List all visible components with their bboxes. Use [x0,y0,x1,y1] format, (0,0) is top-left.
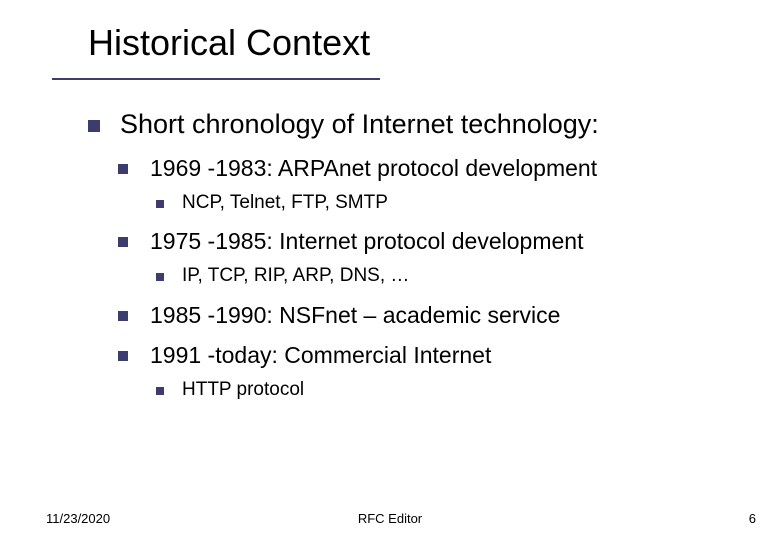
bullet-l2: 1969 -1983: ARPAnet protocol development [118,154,740,183]
square-bullet-icon [88,120,100,132]
l2-text: 1991 -today: Commercial Internet [150,342,491,368]
bullet-l2: 1985 -1990: NSFnet – academic service [118,301,740,330]
footer: 11/23/2020 RFC Editor 6 [0,506,780,526]
bullet-l2: 1991 -today: Commercial Internet [118,341,740,370]
square-bullet-icon [118,237,128,247]
l3-text: IP, TCP, RIP, ARP, DNS, … [182,265,409,286]
bullet-l2: 1975 -1985: Internet protocol developmen… [118,227,740,256]
square-bullet-icon [156,200,164,208]
footer-center: RFC Editor [0,511,780,526]
l2-text: 1985 -1990: NSFnet – academic service [150,302,560,328]
bullet-l3: IP, TCP, RIP, ARP, DNS, … [156,264,740,289]
title-area: Historical Context [88,22,380,80]
square-bullet-icon [118,311,128,321]
l3-text: HTTP protocol [182,379,304,400]
square-bullet-icon [118,164,128,174]
footer-center-text: RFC Editor [358,511,422,526]
l2-text: 1969 -1983: ARPAnet protocol development [150,155,597,181]
bullet-l1: Short chronology of Internet technology: [88,108,740,142]
square-bullet-icon [118,351,128,361]
bullet-l3: NCP, Telnet, FTP, SMTP [156,191,740,216]
bullet-l3: HTTP protocol [156,378,740,403]
content-area: Short chronology of Internet technology:… [88,108,740,409]
square-bullet-icon [156,387,164,395]
square-bullet-icon [156,273,164,281]
footer-page-number: 6 [749,511,756,526]
l2-text: 1975 -1985: Internet protocol developmen… [150,228,583,254]
l3-text: NCP, Telnet, FTP, SMTP [182,192,388,213]
title-underline: Historical Context [88,22,380,80]
l1-text: Short chronology of Internet technology: [120,109,599,139]
slide: Historical Context Short chronology of I… [0,0,780,540]
slide-title: Historical Context [88,22,370,63]
